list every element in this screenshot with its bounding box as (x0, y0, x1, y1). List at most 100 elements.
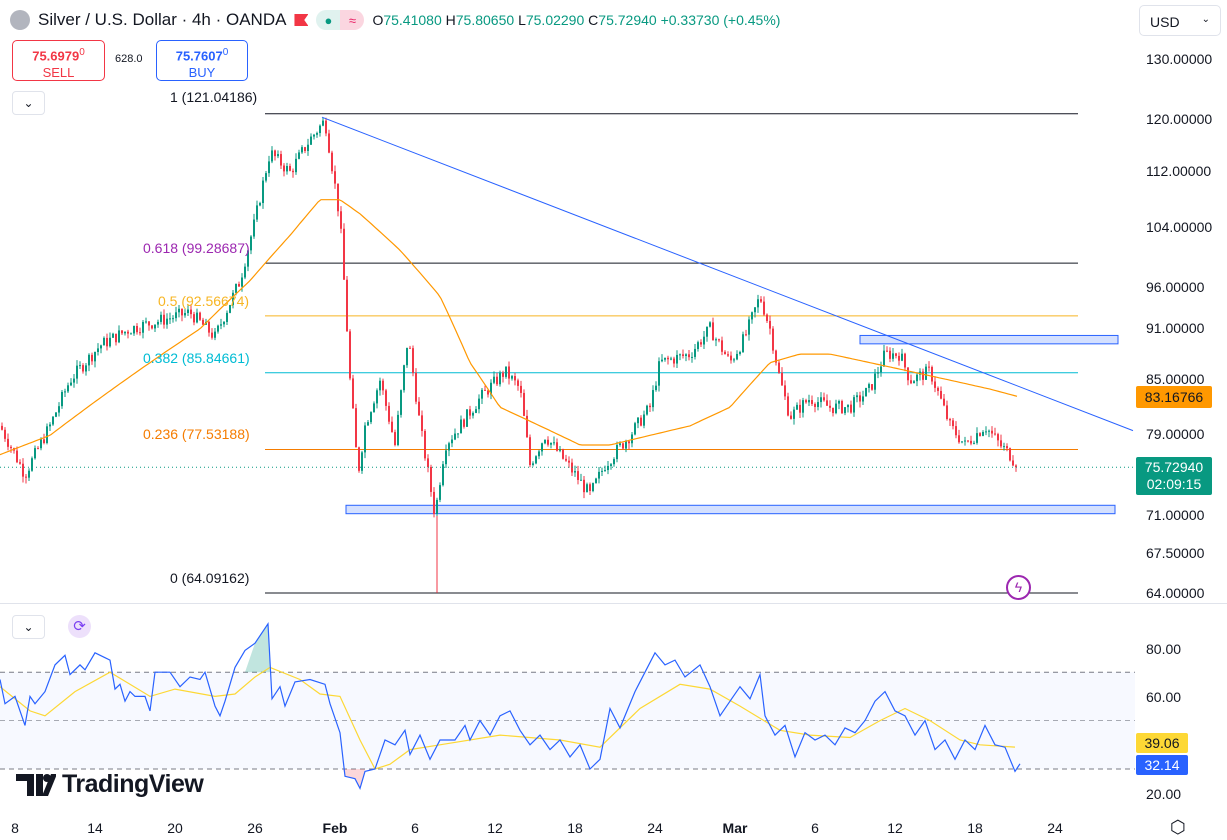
candle-body (709, 322, 711, 327)
candle-body (277, 154, 279, 157)
candle-body (385, 390, 387, 406)
time-axis-label: Feb (322, 820, 348, 836)
candle-body (565, 458, 567, 461)
candle-body (889, 350, 891, 359)
last-price-tag: 75.72940 02:09:15 (1136, 457, 1212, 495)
candle-body (25, 476, 27, 478)
candle-body (388, 405, 390, 422)
chevron-down-icon: ⌄ (23, 96, 34, 110)
tradingview-logo-icon (16, 773, 56, 796)
candle-body (73, 378, 75, 383)
price-chart[interactable] (0, 0, 1135, 603)
candle-body (256, 205, 258, 220)
buy-button[interactable]: 75.76070 BUY (156, 40, 248, 81)
candle-body (139, 332, 141, 334)
candle-body (781, 372, 783, 386)
collapse-rsi-button[interactable]: ⌄ (12, 615, 45, 639)
candle-body (715, 339, 717, 341)
candle-body (166, 318, 168, 325)
rsi-ma-line (0, 666, 1016, 770)
price-axis-label: 67.50000 (1146, 544, 1205, 561)
currency-select[interactable]: USD ⌄ (1139, 5, 1221, 36)
candle-body (58, 406, 60, 413)
sell-button[interactable]: 75.69790 SELL (12, 40, 105, 81)
candle-body (550, 442, 552, 445)
rsi-axis-label: 60.00 (1146, 689, 1182, 705)
candle-body (580, 479, 582, 481)
candle-body (367, 422, 369, 426)
time-axis-label: 12 (887, 820, 903, 836)
price-axis-label: 64.00000 (1146, 585, 1205, 602)
candle-body (157, 321, 159, 325)
candle-body (475, 409, 477, 413)
lightning-alert-icon[interactable]: ϟ (1006, 575, 1031, 600)
flag-icon[interactable] (294, 14, 309, 26)
price-axis-label: 120.00000 (1146, 111, 1213, 128)
candle-body (577, 471, 579, 480)
candle-body (877, 372, 879, 374)
candle-body (115, 333, 117, 343)
candle-body (688, 354, 690, 358)
candle-body (967, 440, 969, 442)
candle-body (472, 412, 474, 416)
candle-body (718, 339, 720, 341)
candle-body (109, 337, 111, 347)
delayed-data-icon: ≈ (340, 10, 365, 30)
candle-body (610, 464, 612, 466)
candle-body (31, 458, 33, 471)
market-status[interactable]: ● ≈ (316, 10, 365, 30)
candle-body (940, 390, 942, 399)
candle-body (283, 165, 285, 172)
candle-body (184, 313, 186, 316)
candle-body (403, 365, 405, 391)
collapse-legend-button[interactable]: ⌄ (12, 91, 45, 115)
price-axis-label: 91.00000 (1146, 319, 1205, 336)
candle-body (94, 352, 96, 362)
candle-body (901, 353, 903, 361)
candle-body (433, 491, 435, 514)
candle-body (592, 483, 594, 492)
candle-body (556, 442, 558, 451)
candle-body (466, 409, 468, 427)
candle-body (991, 430, 993, 434)
candle-body (295, 158, 297, 173)
candle-body (697, 342, 699, 349)
candle-body (667, 357, 669, 360)
candle-body (304, 147, 306, 151)
time-axis-label: 20 (167, 820, 183, 836)
candle-body (739, 351, 741, 354)
candle-body (379, 380, 381, 391)
candle-body (520, 385, 522, 393)
candle-body (346, 279, 348, 332)
candle-body (826, 400, 828, 406)
candle-body (247, 250, 249, 267)
candle-body (448, 443, 450, 451)
pane-divider[interactable] (0, 603, 1227, 604)
candle-body (133, 326, 135, 334)
candle-body (763, 301, 765, 315)
candle-body (964, 440, 966, 442)
candle-body (958, 435, 960, 443)
refresh-icon[interactable]: ⟳ (68, 615, 91, 638)
candle-body (121, 330, 123, 334)
candle-body (892, 353, 894, 359)
candle-body (412, 348, 414, 373)
symbol-title[interactable]: Silver / U.S. Dollar · 4h · OANDA (38, 10, 287, 29)
candle-body (4, 429, 6, 439)
time-axis-label: Mar (722, 820, 748, 836)
candle-body (838, 401, 840, 404)
candle-body (226, 312, 228, 322)
tradingview-logo[interactable]: TradingView (16, 770, 204, 799)
candle-body (127, 331, 129, 334)
rsi-chart[interactable] (0, 604, 1135, 814)
settings-icon[interactable]: ⬡ (1170, 817, 1186, 837)
candle-body (574, 471, 576, 473)
candle-body (151, 325, 153, 329)
candle-body (316, 133, 318, 135)
candle-body (976, 433, 978, 443)
candle-body (208, 321, 210, 333)
candle-body (637, 417, 639, 424)
candle-body (484, 389, 486, 391)
candle-body (685, 354, 687, 356)
candle-body (415, 372, 417, 402)
